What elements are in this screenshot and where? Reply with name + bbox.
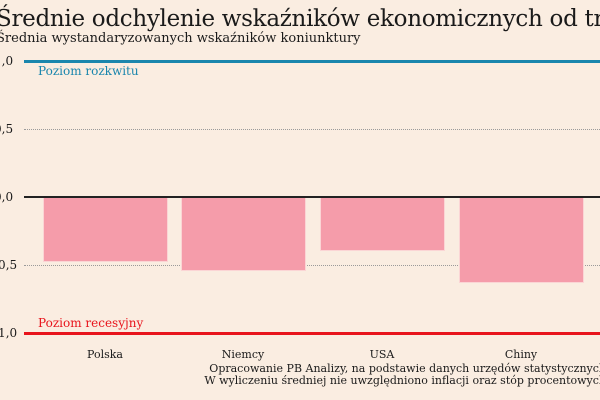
y-tick-minus-0-5: -0,5 (0, 258, 18, 272)
boom-level-label: Poziom rozkwitu (38, 64, 139, 78)
chart-subtitle: Średnia wystandaryzowanych wskaźników ko… (0, 31, 361, 46)
recession-level-line (24, 332, 600, 335)
y-tick-0: 0,0 (0, 190, 14, 204)
category-label-usa: USA (369, 348, 395, 361)
bar-niemcy (181, 197, 306, 271)
recession-level-label: Poziom recesyjny (38, 316, 144, 330)
source-note: Opracowanie PB Analizy, na podstawie dan… (209, 362, 600, 375)
gridline-minus-0-5 (24, 265, 600, 266)
chart-title: Średnie odchylenie wskaźników ekonomiczn… (0, 6, 600, 32)
y-tick-0-5: 0,5 (0, 122, 14, 136)
bar-usa (320, 197, 445, 251)
category-label-polska: Polska (87, 348, 123, 361)
y-tick-1: 1,0 (0, 54, 14, 68)
gridline-0-5 (24, 129, 600, 130)
category-label-chiny: Chiny (504, 348, 538, 361)
bar-chiny (459, 197, 584, 283)
category-label-niemcy: Niemcy (221, 348, 265, 361)
bar-polska (43, 197, 168, 262)
zero-baseline (24, 196, 600, 198)
y-tick-minus-1: -1,0 (0, 326, 18, 340)
boom-level-line (24, 60, 600, 63)
method-note: W wyliczeniu średniej nie uwzględniono i… (204, 374, 600, 387)
